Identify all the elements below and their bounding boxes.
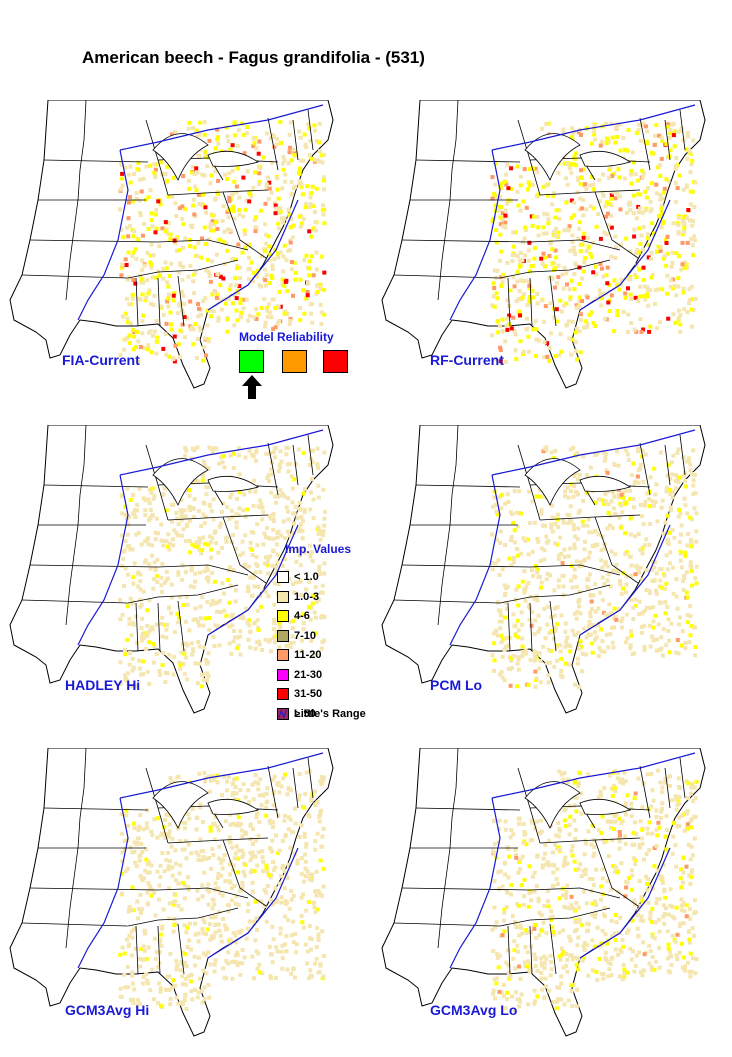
- legend-item: 7-10: [277, 629, 316, 643]
- legend-swatch: [277, 571, 289, 583]
- map-pcm-lo: [380, 425, 710, 725]
- legend-swatch: [277, 668, 289, 681]
- legend-item: 21-30: [277, 668, 322, 682]
- legend-item: 1.0-3: [277, 590, 319, 604]
- legend-range-label: Little's Range: [294, 708, 366, 720]
- map-label-gcm3avg-lo: GCM3Avg Lo: [430, 1002, 518, 1018]
- reliability-medium-swatch: [282, 350, 307, 373]
- legend-swatch: [277, 590, 289, 603]
- map-label-pcm-lo: PCM Lo: [430, 677, 483, 693]
- map-label-rf-current: RF-Current: [430, 352, 504, 368]
- legend-label: 1.0-3: [294, 590, 320, 603]
- legend-label: > 50: [294, 707, 316, 720]
- legend-swatch: [277, 629, 289, 642]
- legend-label: 11-20: [294, 649, 322, 661]
- map-gcm3avg-lo: [380, 748, 710, 1048]
- map-rf-current: [380, 100, 710, 400]
- page-title: American beech - Fagus grandifolia - (53…: [82, 48, 425, 67]
- legend-item: < 1.0: [277, 570, 319, 584]
- map-fia-current: [8, 100, 338, 400]
- map-label-hadley-hi: HADLEY Hi: [65, 677, 141, 693]
- reliability-high-swatch: [239, 350, 264, 373]
- legend-item: 11-20: [277, 648, 322, 662]
- legend-label: 7-10: [294, 629, 317, 642]
- map-gcm3avg-hi: [8, 748, 338, 1048]
- legend-label: < 1.0: [294, 571, 319, 583]
- legend-label: 21-30: [294, 668, 323, 681]
- legend-swatch: [277, 649, 289, 661]
- legend-label: 4-6: [294, 610, 310, 622]
- legend-title: Imp. Values: [285, 542, 352, 556]
- map-hadley-hi: [8, 425, 338, 725]
- reliability-low-swatch: [323, 350, 348, 373]
- map-label-gcm3avg-hi: GCM3Avg Hi: [65, 1002, 150, 1018]
- legend-range-item: Little's Range: [277, 707, 366, 721]
- map-label-fia-current: FIA-Current: [62, 352, 140, 368]
- range-line-icon: [277, 708, 289, 720]
- up-arrow-icon: [242, 375, 262, 399]
- legend-item: 31-50: [277, 687, 322, 701]
- legend-swatch: [277, 610, 289, 622]
- legend-label: 31-50: [294, 688, 323, 700]
- legend-swatch: [277, 688, 289, 700]
- legend-item: 4-6: [277, 609, 310, 623]
- model-reliability-title: Model Reliability: [239, 330, 334, 344]
